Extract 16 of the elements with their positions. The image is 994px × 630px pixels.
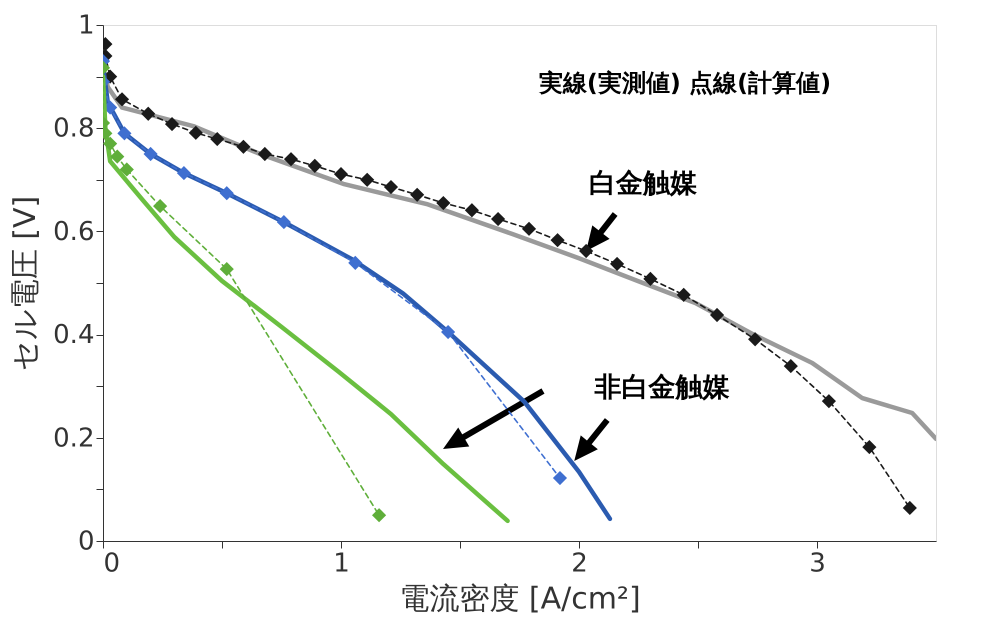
- y-tick-label: 0.6: [53, 216, 94, 247]
- annotation: 実線(実測値) 点線(計算値): [538, 69, 832, 97]
- x-tick-label: 3: [809, 548, 826, 578]
- annotation: 非白金触媒: [594, 372, 730, 404]
- x-tick-label: 0: [104, 548, 120, 578]
- y-tick-label: 1: [78, 10, 94, 40]
- y-tick-label: 0: [78, 526, 94, 556]
- annotation: 白金触媒: [589, 168, 698, 200]
- y-axis-title: セル電圧 [V]: [8, 196, 44, 372]
- y-tick-label: 0.2: [53, 423, 94, 454]
- x-axis-title: 電流密度 [A/cm²]: [399, 582, 641, 616]
- line-series: [103, 74, 510, 524]
- x-tick-label: 1: [333, 548, 350, 578]
- y-tick-label: 0.8: [53, 114, 94, 144]
- y-tick-label: 0.4: [53, 320, 94, 350]
- x-tick-label: 2: [571, 548, 588, 578]
